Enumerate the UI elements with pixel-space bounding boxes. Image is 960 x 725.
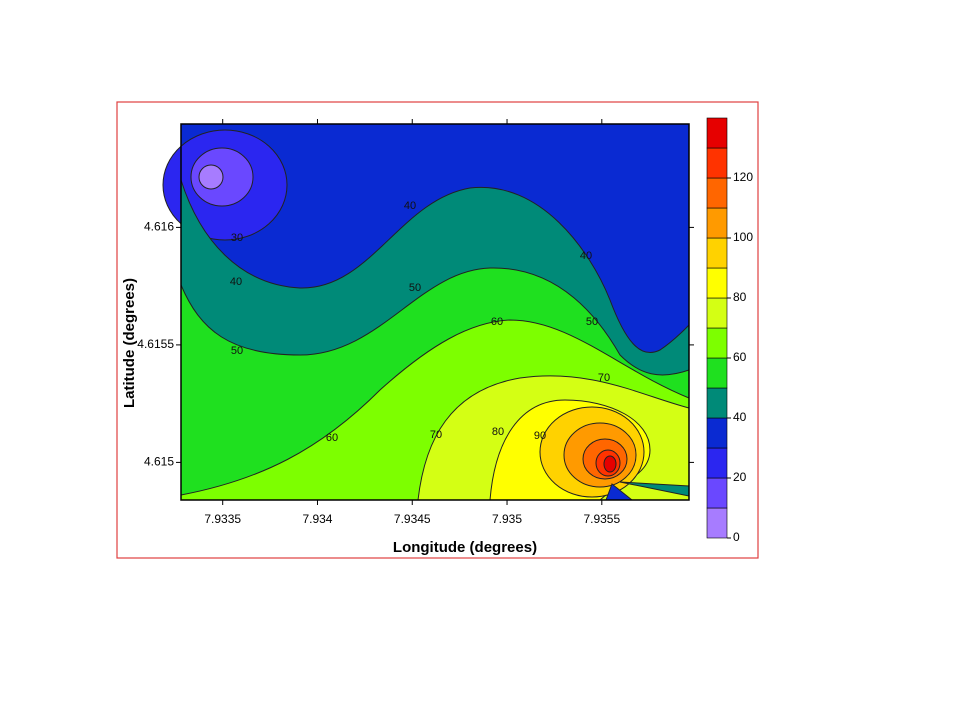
colorbar-tick-label: 60 (733, 350, 747, 364)
contour-label: 90 (534, 430, 546, 442)
contour-label: 40 (230, 276, 242, 288)
colorbar-band (706, 147, 728, 179)
plot-border (180, 123, 690, 501)
colorbar-tick-label: 20 (733, 470, 747, 484)
contour-label: 80 (492, 426, 504, 438)
contour-label: 40 (580, 250, 592, 262)
colorbar-band (706, 357, 728, 389)
colorbar-band (706, 117, 728, 149)
colorbar-band (706, 237, 728, 269)
contour-label: 60 (326, 432, 338, 444)
x-tick-label: 7.9335 (204, 512, 241, 526)
y-axis-title: Latitude (degrees) (121, 278, 138, 408)
colorbar-band (706, 417, 728, 449)
contour-label: 40 (404, 200, 416, 212)
contour-label: 70 (430, 429, 442, 441)
colorbar-band (706, 297, 728, 329)
colorbar-band (706, 477, 728, 509)
x-tick-label: 7.9345 (394, 512, 431, 526)
contour-label: 70 (598, 372, 610, 384)
region (603, 455, 617, 473)
colorbar-tick-label: 120 (733, 170, 753, 184)
x-tick-label: 7.9355 (583, 512, 620, 526)
colorbar-tick-label: 0 (733, 530, 740, 544)
colorbar-band (706, 177, 728, 209)
x-tick-label: 7.934 (302, 512, 332, 526)
colorbar-tick-label: 100 (733, 230, 753, 244)
colorbar: 0 20 40 60 80 100 120 (706, 117, 753, 544)
region (198, 164, 224, 190)
contour-label: 30 (231, 232, 243, 244)
colorbar-band (706, 267, 728, 299)
contour-label: 50 (586, 316, 598, 328)
contour-label: 50 (231, 345, 243, 357)
x-axis-title: Longitude (degrees) (393, 539, 537, 556)
colorbar-band (706, 387, 728, 419)
colorbar-tick-label: 80 (733, 290, 747, 304)
colorbar-band (706, 507, 728, 539)
contour-label: 50 (409, 282, 421, 294)
y-tick-label: 4.616 (144, 220, 174, 234)
y-tick-label: 4.615 (144, 455, 174, 469)
x-tick-label: 7.935 (492, 512, 522, 526)
colorbar-band (706, 327, 728, 359)
colorbar-tick-label: 40 (733, 410, 747, 424)
colorbar-band (706, 447, 728, 479)
contour-label: 60 (491, 316, 503, 328)
frame (116, 101, 759, 559)
colorbar-band (706, 207, 728, 239)
y-tick-label: 4.6155 (137, 337, 174, 351)
contour-plot (162, 123, 690, 501)
